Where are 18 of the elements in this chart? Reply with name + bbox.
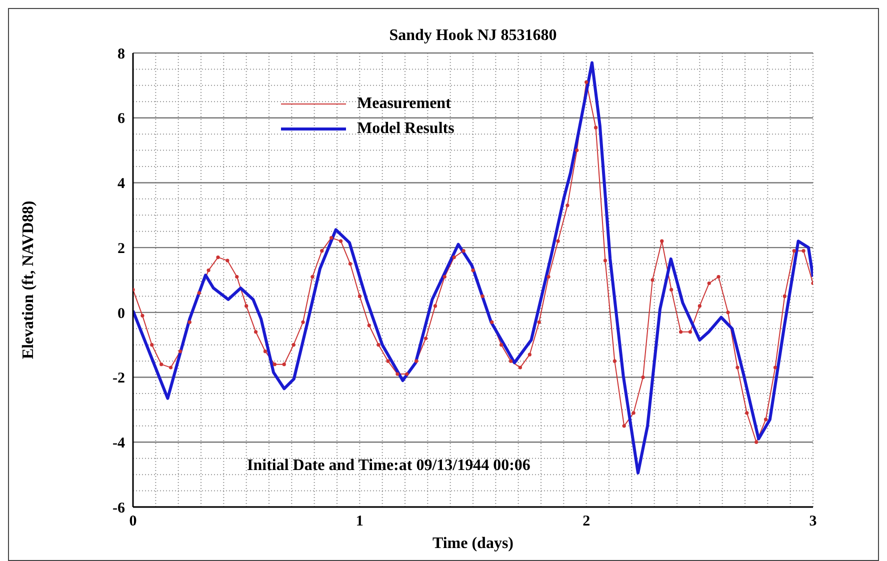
y-tick-label: -6 (112, 500, 126, 516)
x-tick-label: 3 (809, 514, 817, 530)
chart-title: Sandy Hook NJ 8531680 (388, 27, 558, 45)
y-tick-label: 6 (118, 111, 126, 128)
y-axis-title: Elevation (ft, NAVD88) (20, 200, 38, 360)
y-tick-label: -2 (112, 370, 125, 387)
y-tick-label: 8 (118, 46, 125, 62)
y-tick-label: 0 (118, 306, 125, 322)
x-axis-title: Time (days) (432, 535, 514, 552)
legend-label: Measurement (357, 94, 451, 112)
legend-label: Model Results (357, 120, 454, 138)
y-tick-label: -4 (112, 435, 126, 452)
x-tick-label: 2 (582, 514, 590, 530)
y-tick-label: 4 (118, 176, 126, 192)
x-tick-label: 1 (356, 514, 364, 530)
x-tick-label: 0 (129, 514, 137, 530)
annotation: Initial Date and Time:at 09/13/1944 00:06 (247, 457, 530, 475)
y-tick-label: 2 (118, 240, 125, 257)
